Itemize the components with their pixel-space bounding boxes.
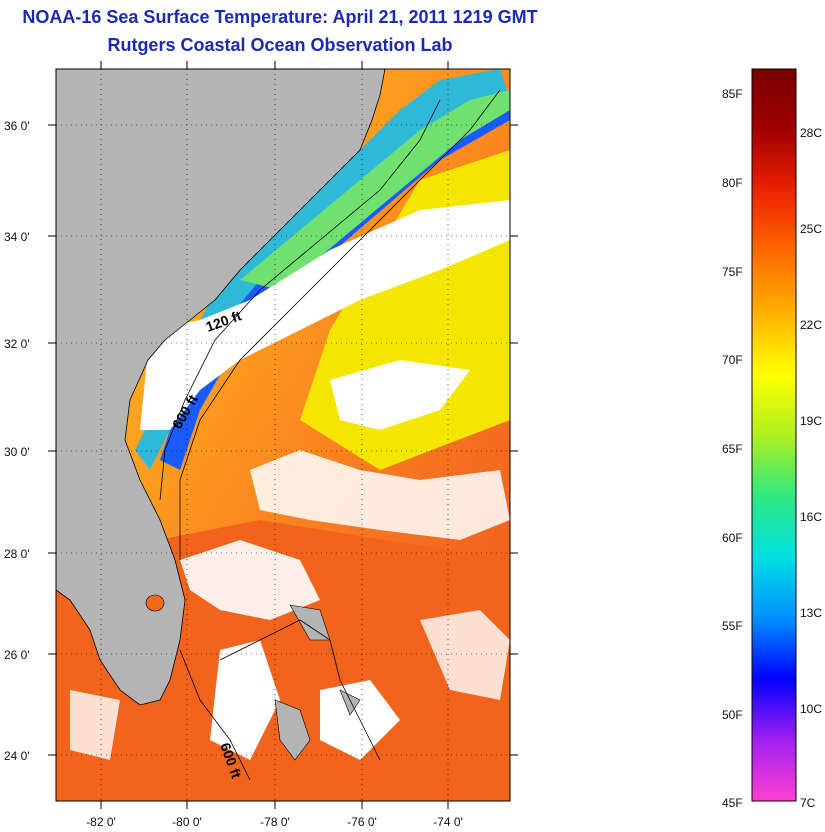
- depth-contour-120ft: [159, 99, 441, 501]
- lat-label: 26 0': [4, 648, 30, 662]
- cloud-patch: [210, 640, 280, 760]
- lat-label: 32 0': [4, 337, 30, 351]
- lon-label: -78 0': [260, 815, 290, 829]
- cloud-patch: [330, 360, 470, 430]
- cloud-cover-band: [140, 200, 510, 430]
- cloud-patch: [70, 690, 120, 760]
- map-title: NOAA-16 Sea Surface Temperature: April 2…: [22, 7, 538, 27]
- lat-label: 36 0': [4, 119, 30, 133]
- cloud-patch: [250, 450, 510, 540]
- cold-edge-water: [160, 95, 510, 470]
- lon-label: -82 0': [86, 815, 116, 829]
- green-band: [240, 90, 510, 290]
- island: [274, 699, 311, 761]
- cloud-patch: [420, 610, 510, 700]
- lon-label: -80 0': [172, 815, 202, 829]
- depth-contour-bahamas: [219, 619, 381, 761]
- island: [339, 689, 361, 716]
- land-mass: [56, 69, 386, 706]
- lat-label: 30 0': [4, 445, 30, 459]
- lat-label: 24 0': [4, 749, 30, 763]
- depth-contour-600ft: [179, 89, 501, 560]
- cloud-patch: [180, 540, 320, 620]
- map-frame: [55, 68, 511, 802]
- map-subtitle: Rutgers Coastal Ocean Observation Lab: [107, 35, 453, 55]
- frame-ticks: [48, 61, 518, 809]
- lon-label: -74 0': [433, 815, 463, 829]
- lon-label: -76 0': [347, 815, 377, 829]
- lat-label: 28 0': [4, 547, 30, 561]
- lat-label: 34 0': [4, 230, 30, 244]
- map-grid: [56, 69, 510, 801]
- depth-contour-bahamas: [179, 649, 251, 781]
- lake-okeechobee: [145, 594, 165, 612]
